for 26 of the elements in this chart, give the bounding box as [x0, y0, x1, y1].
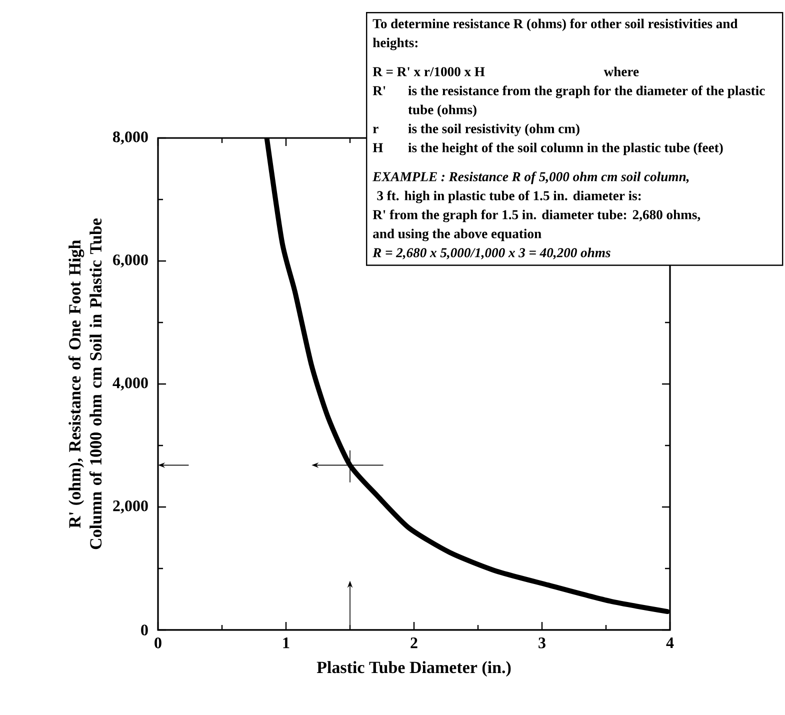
x-tick-label: 3: [538, 638, 546, 648]
y-tick-label: 4,000: [112, 377, 148, 391]
y-tick-label: 6,000: [113, 254, 148, 268]
annotation: R' from the graph for 1.5 in. diameter tube: 2,680 ohms,: [372, 210, 700, 222]
x-axis-title: Plastic Tube Diameter (in.): [316, 661, 511, 677]
text: r: [372, 126, 378, 134]
annotation: H: [372, 143, 383, 152]
text: R': [372, 86, 386, 96]
annotation: EXAMPLE : Resistance R of 5,000 ohm cm soil column,: [372, 172, 689, 184]
annotation: 3 ft. high in plastic tube of 1.5 in. diameter is:: [377, 190, 641, 204]
y-tick-label: 8,000: [113, 131, 148, 145]
annotation: is the height of the soil column in the plastic tube (feet): [408, 142, 723, 156]
x-tick-label: 2: [410, 638, 418, 648]
y-tick-label: 2,000: [113, 500, 148, 514]
x-tick-label: 1: [283, 638, 290, 648]
y-axis-title: R' (ohm), Resistance of One Foot High Column of 1000 ohm cm Soil in Plastic Tube: [68, 218, 102, 550]
text: is the soil resistivity (ohm cm): [408, 124, 580, 136]
annotation: R = 2,680 x 5,000/1,000 x 3 = 40,200 ohms: [372, 248, 610, 260]
y-tick-label: 0: [141, 624, 148, 636]
text: where: [604, 66, 639, 76]
annotation: and using the above equation: [373, 228, 542, 242]
x-tick-label: 0: [154, 638, 162, 648]
text: R = R' x r/1000 x H: [372, 67, 485, 76]
x-tick-label: 4: [666, 638, 674, 648]
text: is the resistance from the graph for the diameter of the plastic tube (ohms): [408, 86, 765, 118]
text: To determine resistance R (ohms) for other soil resistivities and heights:: [372, 18, 738, 50]
